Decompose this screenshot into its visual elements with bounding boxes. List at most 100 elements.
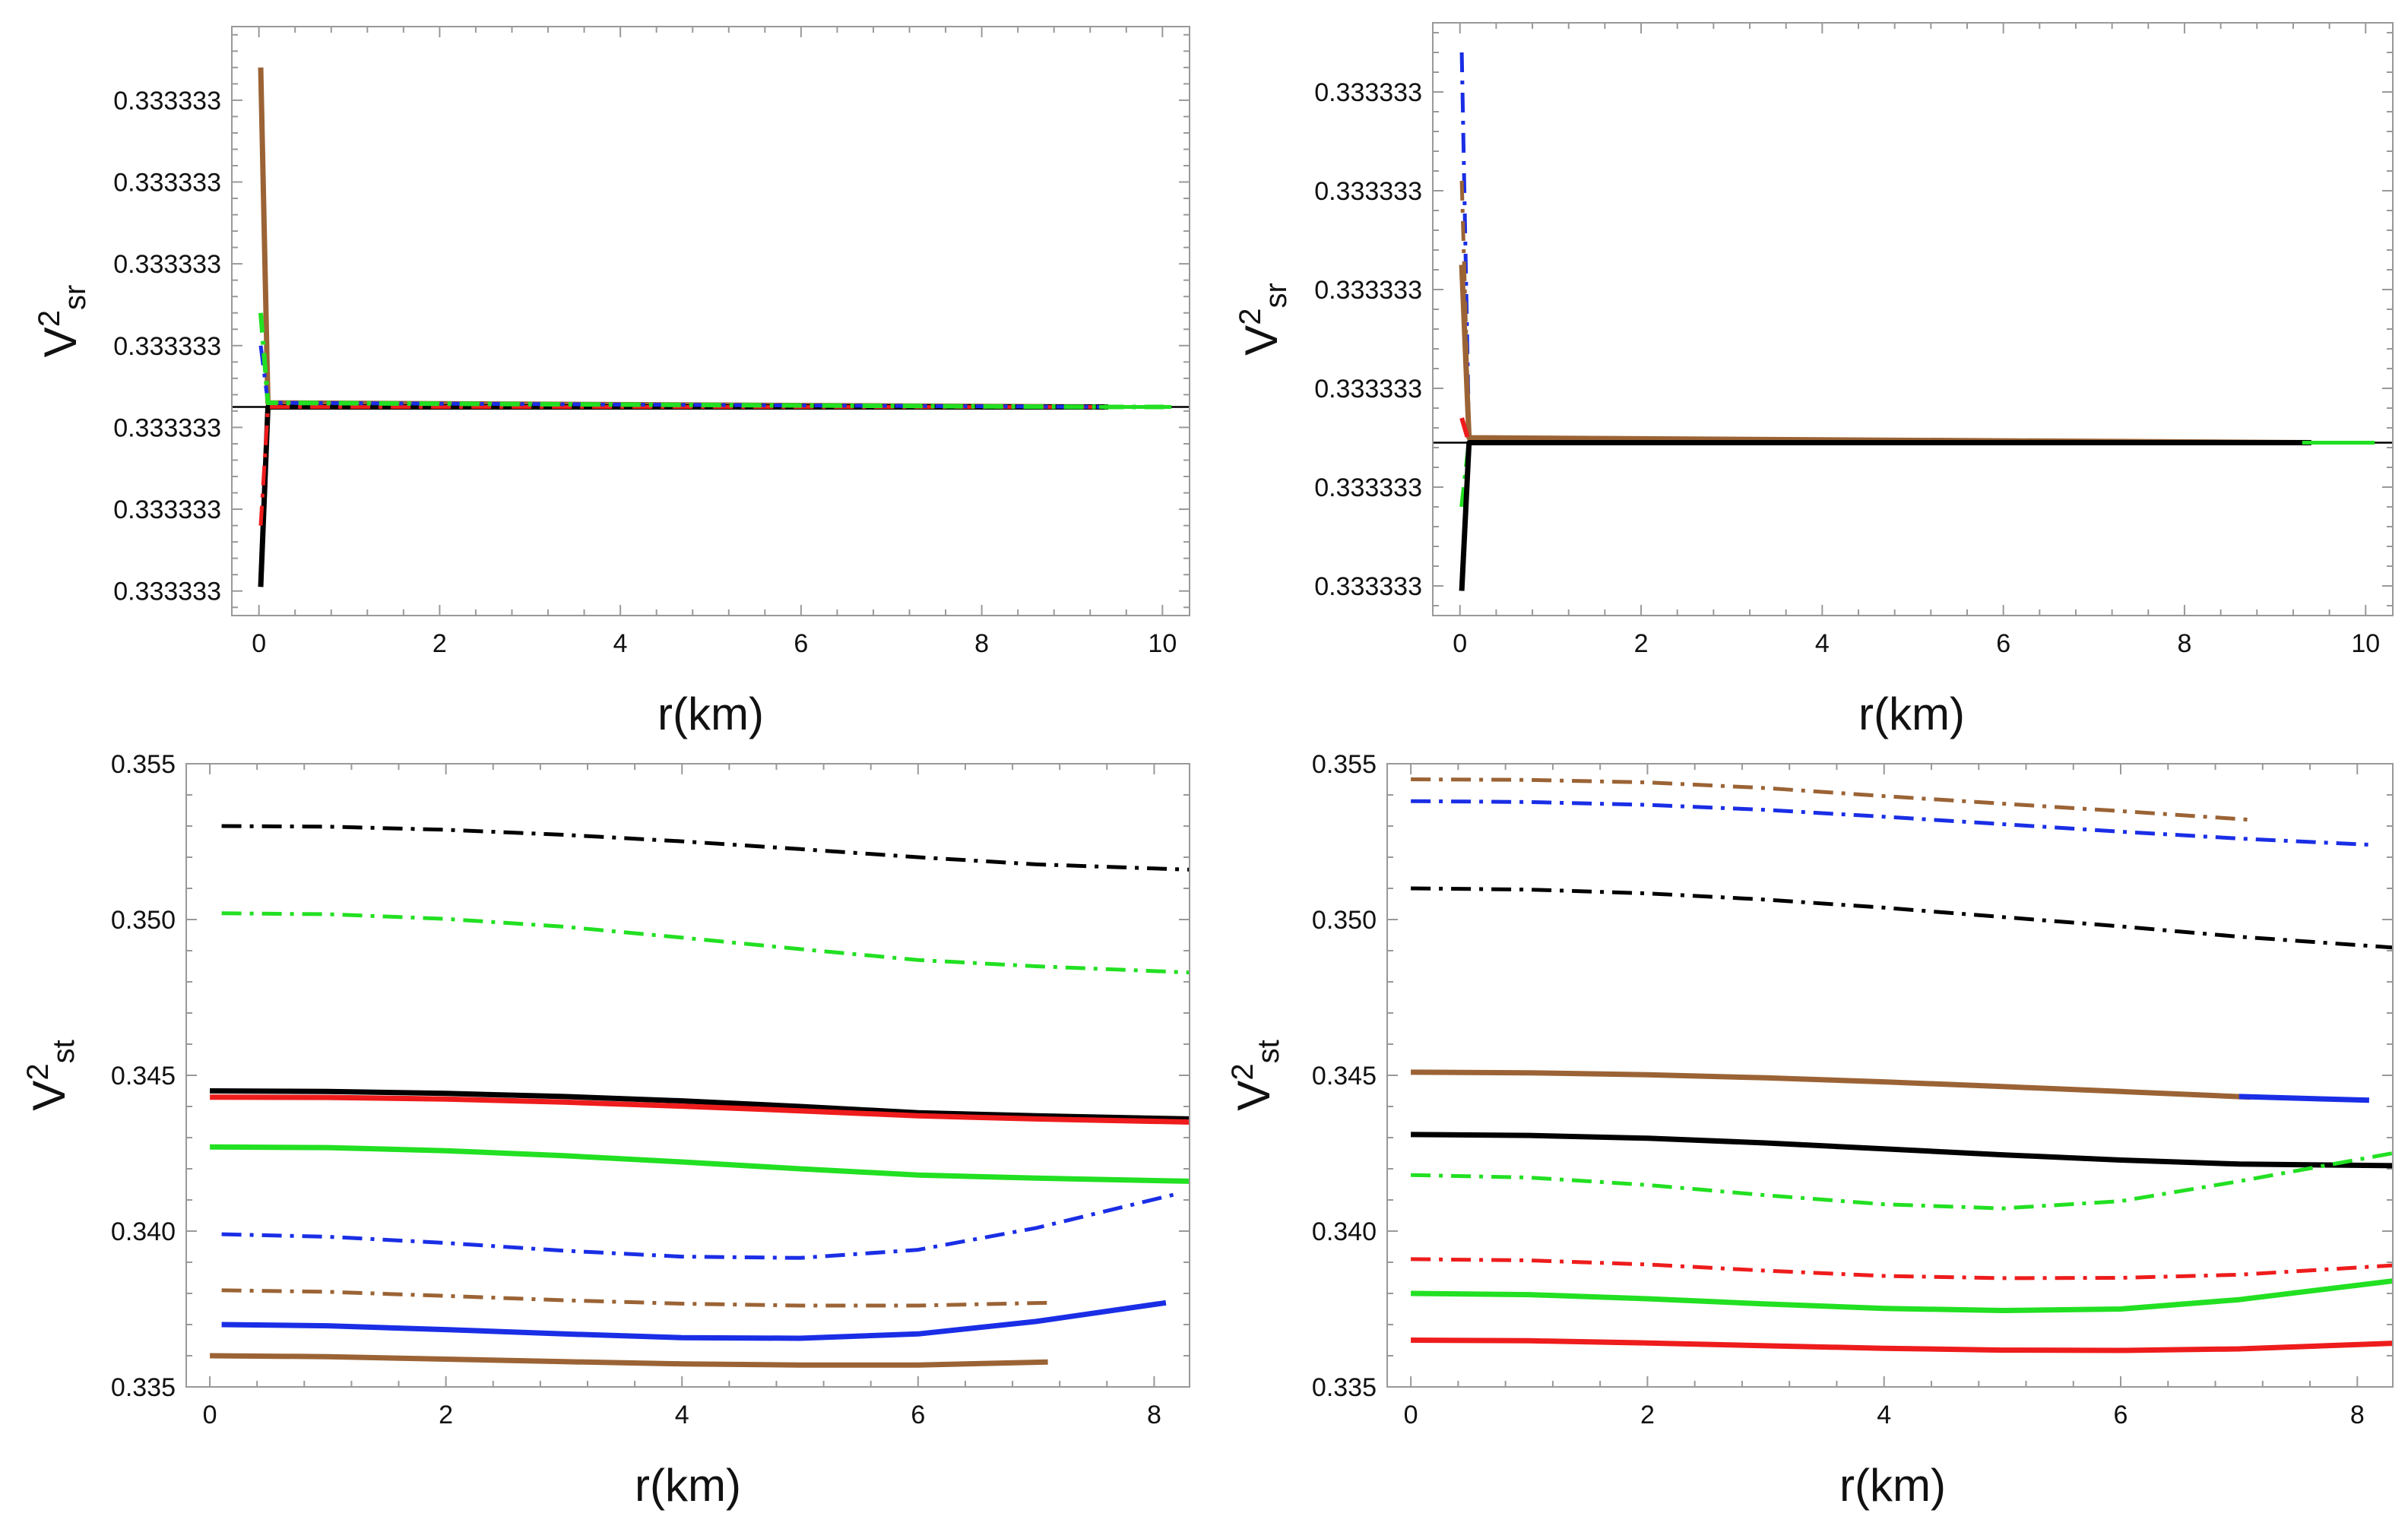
y-axis-label-base: V (24, 1081, 74, 1111)
panel-top-left: 0 2 4 6 8 10 0.333333 0.333333 0.333333 0.333333 0… (33, 26, 1190, 739)
series-line (221, 824, 1190, 872)
series-line (258, 405, 1108, 526)
series-line (258, 312, 1172, 410)
y-tick-label: 0.335 (111, 1373, 176, 1402)
y-axis-label-subscript: st (1252, 1040, 1285, 1063)
y-axis-label: V2st (21, 1040, 81, 1110)
y-tick-label: 0.333333 (113, 578, 221, 606)
plot-frame (1432, 22, 2394, 616)
y-axis-label-superscript: 2 (1226, 1063, 1259, 1080)
series-line (258, 404, 1108, 587)
x-tick-label: 2 (1640, 1401, 1655, 1429)
series-line (1411, 1278, 2393, 1313)
x-tick-label: 4 (1815, 629, 1830, 658)
series-line (221, 1299, 1167, 1341)
y-tick-label: 0.350 (111, 906, 176, 935)
series-line (210, 1094, 1190, 1125)
series-line (1411, 886, 2393, 950)
series-line (258, 345, 1109, 409)
y-tick-label: 0.333333 (1314, 473, 1422, 502)
y-tick-label: 0.333333 (1314, 375, 1422, 404)
series-line (1411, 1151, 2393, 1211)
y-tick-label: 0.340 (1312, 1217, 1377, 1246)
series-line (1411, 777, 2251, 822)
y-tick-label: 0.333333 (113, 332, 221, 361)
x-tick-label: 0 (1404, 1401, 1418, 1429)
series-line (1459, 440, 2311, 508)
series-line (210, 1088, 1190, 1122)
series-line (1459, 417, 2311, 445)
series-line (221, 1192, 1179, 1260)
x-tick-label: 4 (1877, 1401, 1891, 1429)
x-tick-label: 6 (794, 629, 808, 658)
series-line (210, 1144, 1190, 1184)
y-tick-label: 0.333333 (1314, 78, 1422, 107)
y-tick-label: 0.345 (111, 1062, 176, 1091)
x-tick-label: 10 (2351, 629, 2380, 658)
series-line (1411, 799, 2370, 847)
x-tick-label: 6 (911, 1401, 925, 1429)
plot-frame (185, 763, 1190, 1388)
series-line (1459, 440, 2311, 591)
y-tick-label: 0.333333 (113, 169, 221, 198)
series-line (258, 67, 1109, 410)
series-line (1411, 1257, 2393, 1280)
y-axis-label-base: V (1228, 1081, 1279, 1111)
y-tick-label: 0.355 (1312, 750, 1377, 779)
y-tick-label: 0.335 (1312, 1373, 1377, 1402)
series-line (2238, 1094, 2370, 1103)
series-line (1459, 264, 2311, 445)
y-tick-label: 0.333333 (113, 250, 221, 279)
x-axis-label: r(km) (1839, 1460, 1946, 1511)
y-tick-label: 0.350 (1312, 906, 1377, 935)
x-tick-label: 6 (2114, 1401, 2128, 1429)
series-line (1459, 180, 2311, 445)
y-axis-label-base: V (35, 327, 86, 357)
x-axis-label: r(km) (657, 689, 764, 739)
y-tick-label: 0.333333 (1314, 572, 1422, 601)
x-tick-label: 4 (675, 1401, 689, 1429)
x-tick-label: 0 (252, 629, 266, 658)
y-axis-label: V2sr (33, 285, 92, 358)
y-tick-label: 0.333333 (1314, 276, 1422, 305)
x-tick-label: 2 (432, 629, 447, 658)
y-tick-label: 0.333333 (113, 87, 221, 116)
x-tick-label: 8 (2177, 629, 2191, 658)
y-tick-label: 0.333333 (113, 495, 221, 524)
plot-frame (1386, 763, 2394, 1388)
y-axis-label: V2sr (1234, 283, 1293, 356)
series-line (1411, 1337, 2393, 1353)
y-axis-label-base: V (1236, 325, 1287, 356)
x-axis-label: r(km) (635, 1460, 741, 1511)
x-tick-label: 8 (974, 629, 989, 658)
y-axis-label-subscript: sr (59, 285, 92, 310)
y-axis-label-superscript: 2 (21, 1063, 55, 1080)
x-tick-label: 8 (2350, 1401, 2365, 1429)
y-tick-label: 0.333333 (1314, 177, 1422, 206)
x-tick-label: 0 (1453, 629, 1467, 658)
y-tick-label: 0.333333 (113, 413, 221, 442)
x-tick-label: 10 (1148, 629, 1177, 658)
plot-frame (231, 26, 1190, 616)
series-line (1411, 1069, 2251, 1100)
x-tick-label: 0 (203, 1401, 217, 1429)
series-line (221, 1288, 1048, 1308)
series-line (1411, 1132, 2393, 1169)
x-tick-label: 2 (439, 1401, 453, 1429)
y-axis-label: V2st (1226, 1040, 1285, 1110)
series-line (1459, 52, 2311, 445)
y-tick-label: 0.345 (1312, 1062, 1377, 1091)
y-tick-label: 0.355 (111, 750, 176, 779)
y-axis-label-subscript: sr (1259, 283, 1293, 308)
x-tick-label: 6 (1996, 629, 2010, 658)
x-axis-label: r(km) (1858, 689, 1965, 739)
x-tick-label: 8 (1147, 1401, 1161, 1429)
x-tick-label: 2 (1634, 629, 1649, 658)
x-tick-label: 4 (613, 629, 628, 658)
panel-top-right: 0 2 4 6 8 10 0.333333 0.333333 0.333333 0.333333 0… (1234, 22, 2394, 739)
series-line (221, 911, 1190, 975)
y-axis-label-superscript: 2 (33, 310, 66, 327)
